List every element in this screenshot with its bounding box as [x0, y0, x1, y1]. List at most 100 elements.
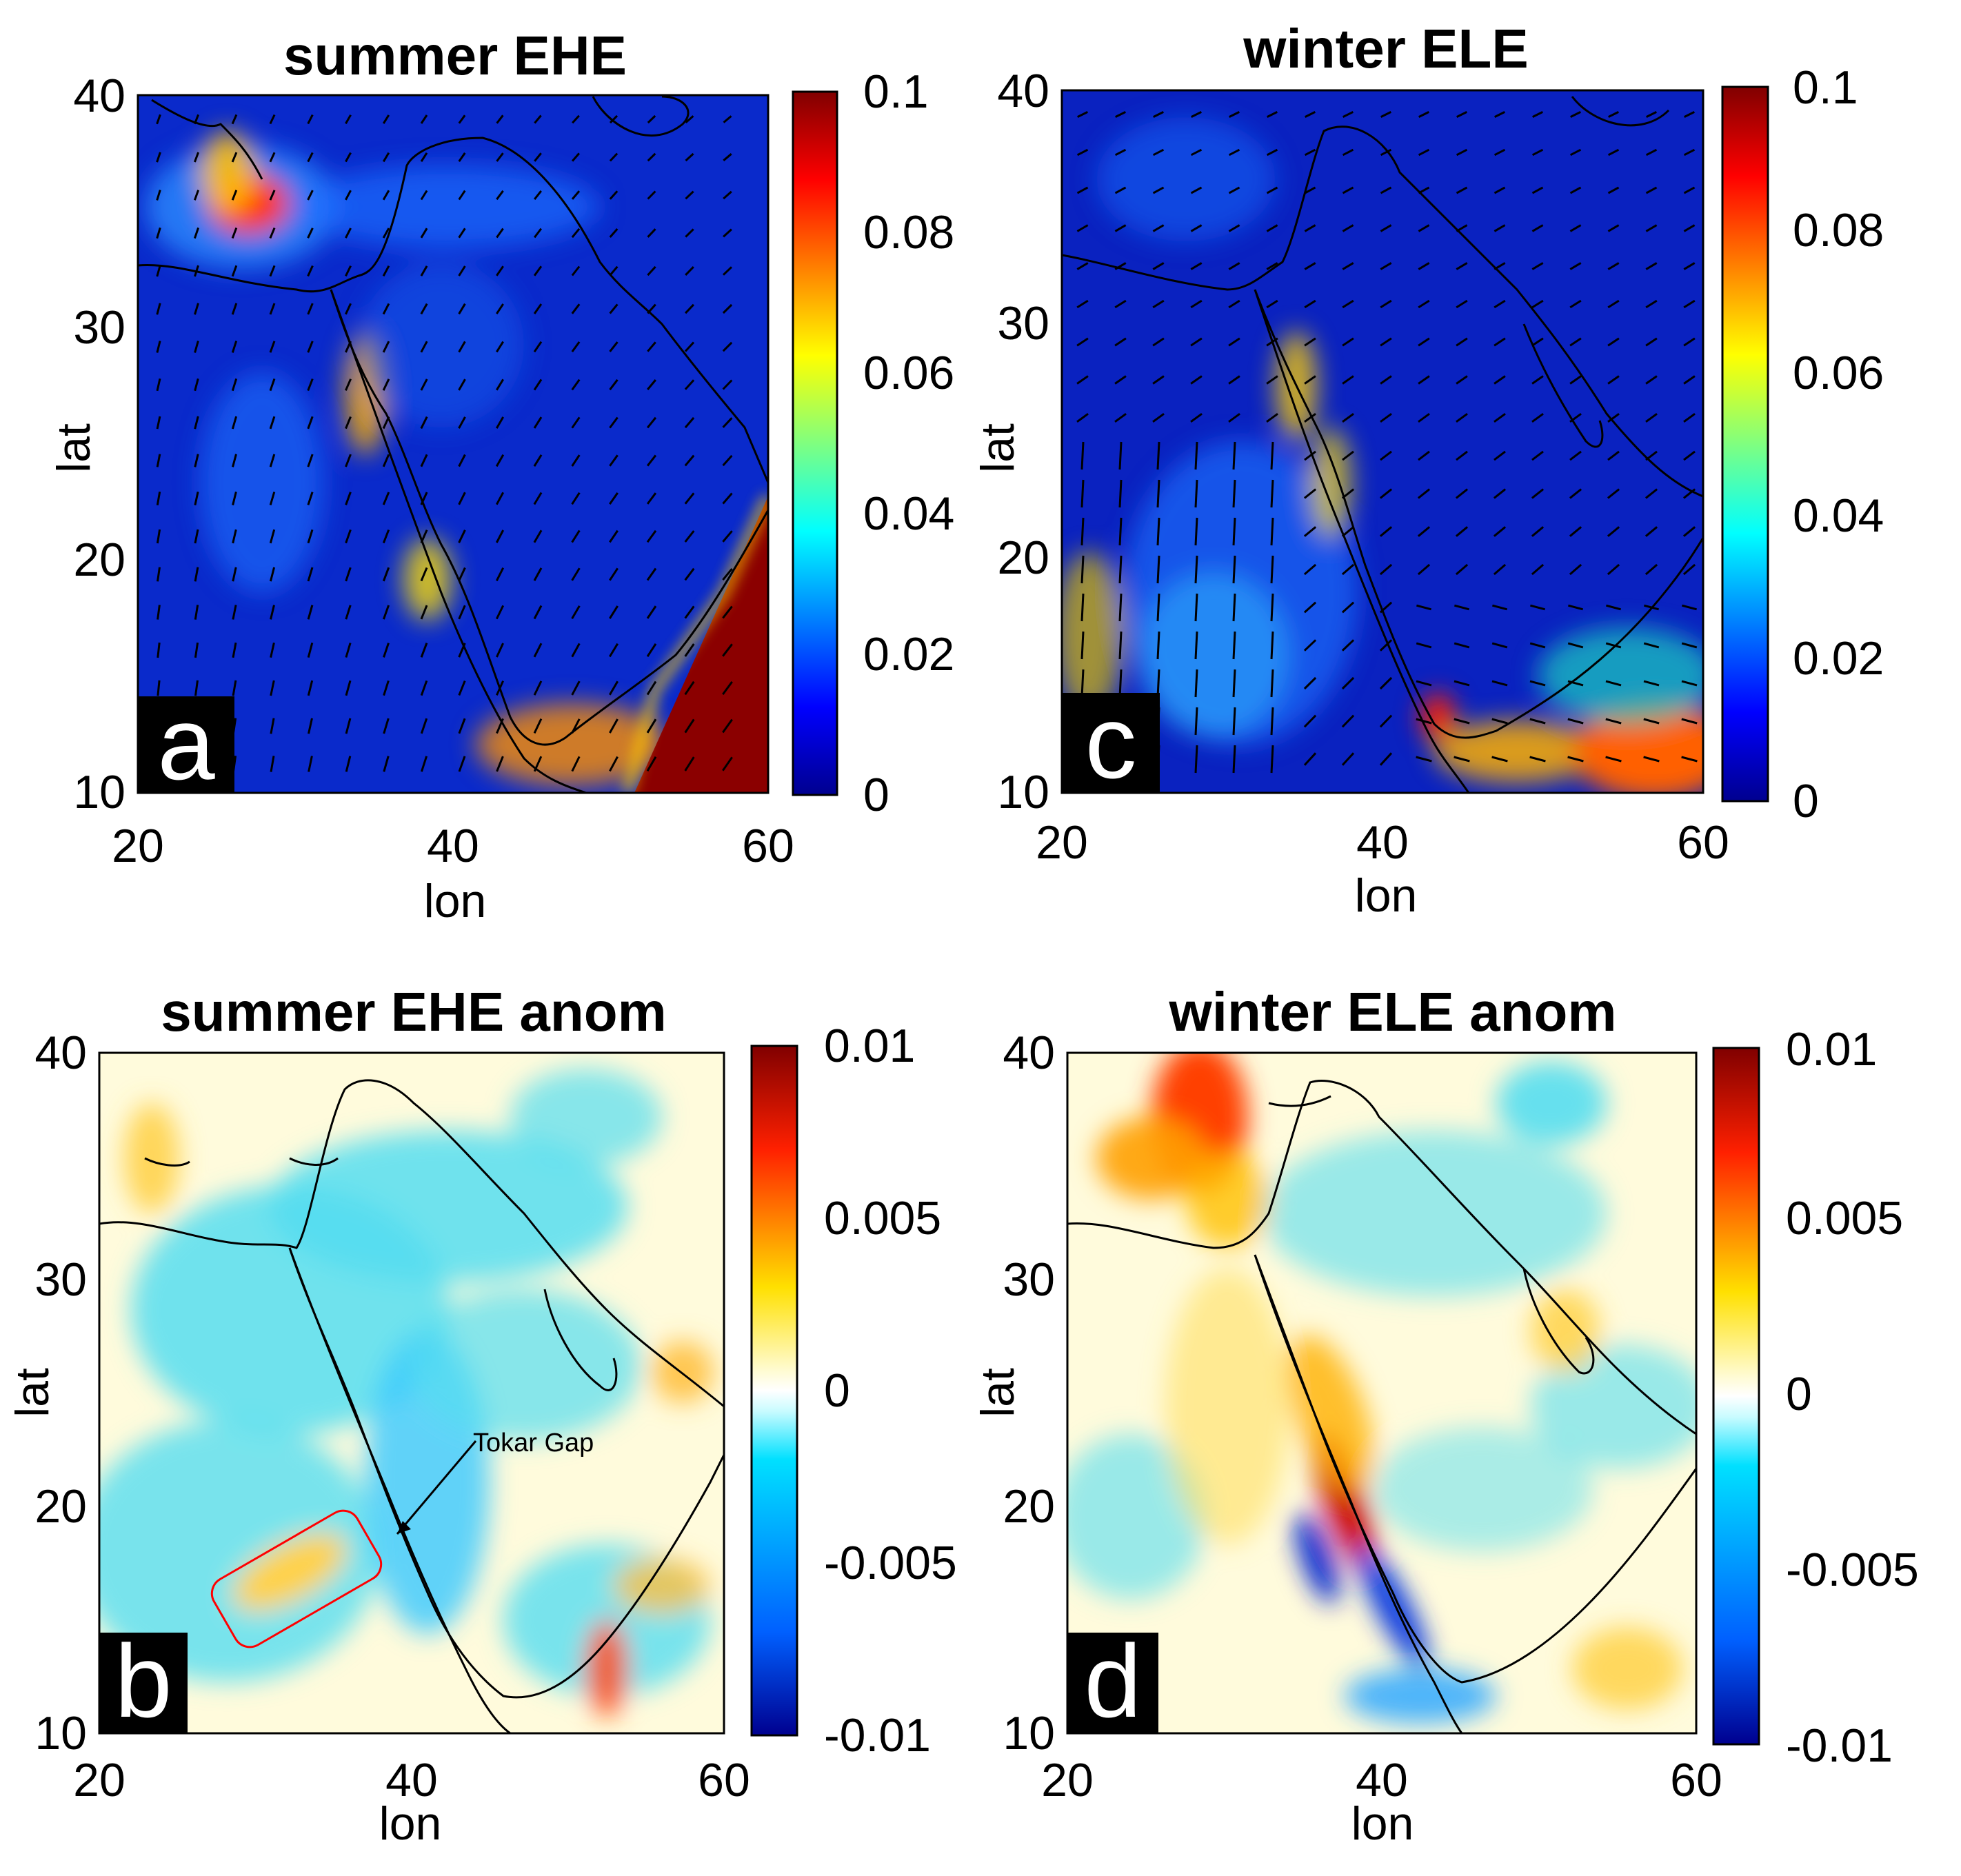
- wind-vector: [1228, 148, 1240, 157]
- wind-vector: [1643, 642, 1660, 649]
- panel-d-colorbar: -0.01 -0.005 0 0.005 0.01: [1712, 1023, 1919, 1772]
- wind-vector: [1342, 148, 1354, 157]
- wind-vector: [382, 190, 390, 201]
- wind-vector: [1493, 563, 1507, 576]
- wind-vector: [156, 303, 161, 315]
- wind-vector: [1380, 412, 1392, 423]
- wind-vector: [270, 756, 275, 772]
- wind-vector: [382, 529, 390, 544]
- wind-vector: [1194, 441, 1198, 470]
- wind-vector: [383, 718, 390, 734]
- wind-vector: [723, 190, 732, 200]
- wind-vector: [1607, 375, 1620, 385]
- panel-b-cbar-tick: -0.01: [824, 1709, 931, 1762]
- wind-vector: [1645, 563, 1658, 576]
- wind-vector: [684, 454, 695, 467]
- wind-vector: [646, 567, 657, 581]
- wind-vector: [722, 530, 733, 543]
- wind-vector: [1569, 186, 1582, 194]
- panel-c-title: winter ELE: [1243, 18, 1528, 79]
- wind-vector: [1114, 412, 1127, 423]
- wind-vector: [1380, 337, 1392, 347]
- wind-vector: [533, 341, 543, 353]
- wind-vector: [1114, 186, 1127, 194]
- panel-d-frame: [1066, 1051, 1698, 1735]
- wind-vector: [1152, 224, 1165, 232]
- wind-vector: [1380, 375, 1392, 385]
- wind-vector: [1645, 299, 1658, 309]
- wind-vector: [496, 416, 504, 429]
- wind-vector: [345, 643, 352, 658]
- wind-vector: [1531, 563, 1545, 576]
- wind-vector: [1417, 488, 1431, 499]
- wind-vector: [1607, 563, 1620, 576]
- panel-d-cbar-tick: -0.01: [1786, 1719, 1893, 1772]
- wind-vector: [1156, 631, 1160, 660]
- wind-vector: [307, 190, 314, 201]
- wind-vector: [1494, 299, 1506, 309]
- wind-vector: [646, 416, 657, 429]
- wind-vector: [1418, 262, 1430, 270]
- wind-vector: [1456, 450, 1468, 461]
- panel-a-xtick: 60: [742, 820, 794, 872]
- wind-vector: [1232, 745, 1236, 774]
- wind-vector: [1643, 756, 1660, 763]
- wind-vector: [194, 605, 199, 620]
- wind-vector: [1416, 642, 1432, 649]
- wind-vector: [722, 756, 733, 771]
- wind-vector: [194, 378, 199, 392]
- wind-vector: [1304, 148, 1316, 157]
- wind-vector: [1605, 756, 1622, 763]
- panel-a-ytick: 40: [73, 70, 125, 122]
- wind-vector: [345, 265, 352, 277]
- panel-c-cbar-tick: 0.04: [1793, 490, 1884, 542]
- wind-vector: [1645, 488, 1658, 499]
- wind-vector: [609, 416, 619, 429]
- wind-vector: [1569, 224, 1582, 232]
- wind-vector: [458, 718, 466, 734]
- wind-vector: [383, 756, 390, 772]
- wind-vector: [1645, 412, 1658, 423]
- wind-vector: [571, 416, 581, 429]
- wind-vector: [1607, 148, 1620, 157]
- wind-vector: [231, 152, 238, 163]
- panel-b-title: summer EHE anom: [161, 981, 667, 1042]
- wind-vector: [684, 756, 695, 771]
- panel-b-label: b: [114, 1623, 172, 1739]
- wind-vector: [307, 454, 314, 467]
- wind-vector: [1494, 224, 1506, 232]
- wind-vector: [1190, 299, 1203, 309]
- wind-vector: [1379, 714, 1393, 728]
- panel-c-xtick: 20: [1036, 816, 1088, 869]
- panel-d-xtick: 20: [1041, 1754, 1094, 1806]
- wind-vector: [1379, 488, 1393, 499]
- wind-vector: [1270, 479, 1274, 508]
- wind-vector: [1416, 680, 1432, 687]
- wind-vector: [1683, 186, 1696, 194]
- wind-vector: [1417, 526, 1431, 537]
- wind-vector: [345, 718, 352, 734]
- wind-vector: [1118, 517, 1123, 546]
- wind-vector: [345, 152, 352, 163]
- wind-vector: [1228, 337, 1240, 347]
- wind-vector: [1379, 676, 1393, 690]
- wind-vector: [1303, 752, 1317, 766]
- wind-vector: [1266, 262, 1278, 270]
- wind-vector: [420, 228, 428, 239]
- wind-vector: [269, 190, 276, 201]
- wind-vector: [1454, 680, 1470, 687]
- wind-vector: [1190, 337, 1203, 347]
- wind-vector: [420, 605, 428, 620]
- wind-vector: [609, 265, 619, 276]
- panel-c-colorbar-scale: [1721, 85, 1769, 803]
- panel-b-yticks: 10 20 30 40: [34, 1027, 87, 1759]
- wind-vector: [1118, 555, 1123, 584]
- panel-a-cbar-tick: 0.04: [863, 487, 954, 540]
- wind-vector: [1682, 526, 1696, 537]
- wind-vector: [345, 492, 352, 505]
- wind-vector: [1494, 111, 1505, 118]
- wind-vector: [1304, 375, 1316, 385]
- wind-vector: [1194, 707, 1198, 736]
- wind-vector: [609, 152, 619, 162]
- wind-vector: [1379, 563, 1393, 576]
